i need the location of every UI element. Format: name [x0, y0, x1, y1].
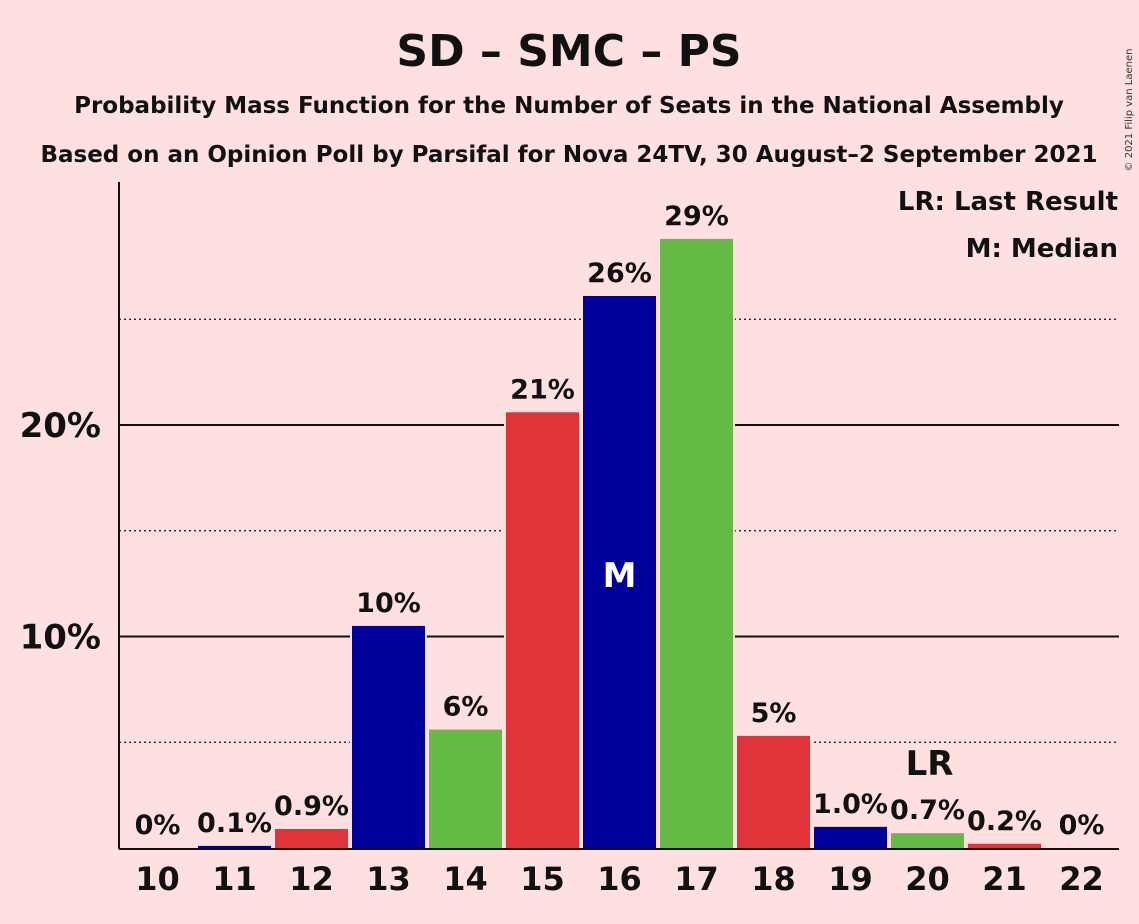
- x-tick-label-19: 19: [828, 860, 873, 898]
- x-tick-label-13: 13: [366, 860, 411, 898]
- x-tick-label-16: 16: [597, 860, 642, 898]
- bar-15: [506, 412, 579, 848]
- median-marker: M: [603, 556, 637, 596]
- bar-14: [429, 729, 502, 848]
- bar-mask: [196, 795, 273, 848]
- chart-subtitle-2: Based on an Opinion Poll by Parsifal for…: [40, 142, 1097, 168]
- bar-17: [660, 238, 733, 848]
- value-labels: 0% 0.1%0.9% 10% 6% 21% 26% M 29% 5% 1.0% 0.7% LR 0.2…: [135, 201, 1105, 841]
- x-tick-label-15: 15: [520, 860, 565, 898]
- value-label-13: 10%: [356, 588, 421, 619]
- copyright-note: © 2021 Filip van Laenen: [1124, 49, 1135, 172]
- value-label-14: 6%: [443, 692, 489, 723]
- chart-title: SD – SMC – PS: [396, 26, 741, 77]
- x-tick-label-10: 10: [135, 860, 180, 898]
- x-tick-label-20: 20: [905, 860, 950, 898]
- x-tick-label-22: 22: [1059, 860, 1104, 898]
- value-label-10: 0%: [135, 810, 181, 841]
- x-tick-label-18: 18: [751, 860, 796, 898]
- bar-18: [737, 735, 810, 848]
- value-label-21: 0.2%: [967, 806, 1042, 837]
- bar-13: [352, 625, 425, 848]
- bar-16: [583, 295, 656, 848]
- chart-subtitle: Probability Mass Function for the Number…: [74, 93, 1064, 119]
- x-tick-label-14: 14: [443, 860, 488, 898]
- y-tick-labels: 10% 20%: [20, 406, 101, 658]
- bar-mask: [966, 793, 1043, 848]
- x-tick-labels: 10 11 12 13 14 15 16 17 18 19 20 21 22: [135, 860, 1104, 898]
- x-tick-label-21: 21: [982, 860, 1027, 898]
- bar-11: [198, 845, 271, 848]
- bars: [196, 188, 1043, 849]
- legend-median: M: Median: [966, 234, 1118, 264]
- value-label-22: 0%: [1059, 810, 1105, 841]
- x-tick-label-12: 12: [289, 860, 334, 898]
- y-tick-label: 10%: [20, 618, 101, 658]
- bar-19: [814, 826, 887, 848]
- value-label-17: 29%: [664, 201, 729, 232]
- last-result-marker: LR: [906, 744, 954, 784]
- value-label-18: 5%: [751, 698, 797, 729]
- value-label-19: 1.0%: [813, 789, 888, 820]
- value-label-15: 21%: [510, 374, 575, 405]
- value-label-20: 0.7%: [890, 795, 965, 826]
- value-label-11: 0.1%: [197, 808, 272, 839]
- bar-12: [275, 828, 348, 848]
- x-tick-label-17: 17: [674, 860, 719, 898]
- x-tick-label-11: 11: [212, 860, 257, 898]
- y-tick-label: 20%: [20, 406, 101, 446]
- bar-20: [891, 833, 964, 848]
- legend-last-result: LR: Last Result: [898, 187, 1118, 217]
- bar-21: [968, 843, 1041, 848]
- value-label-12: 0.9%: [274, 791, 349, 822]
- value-label-16: 26%: [587, 258, 652, 289]
